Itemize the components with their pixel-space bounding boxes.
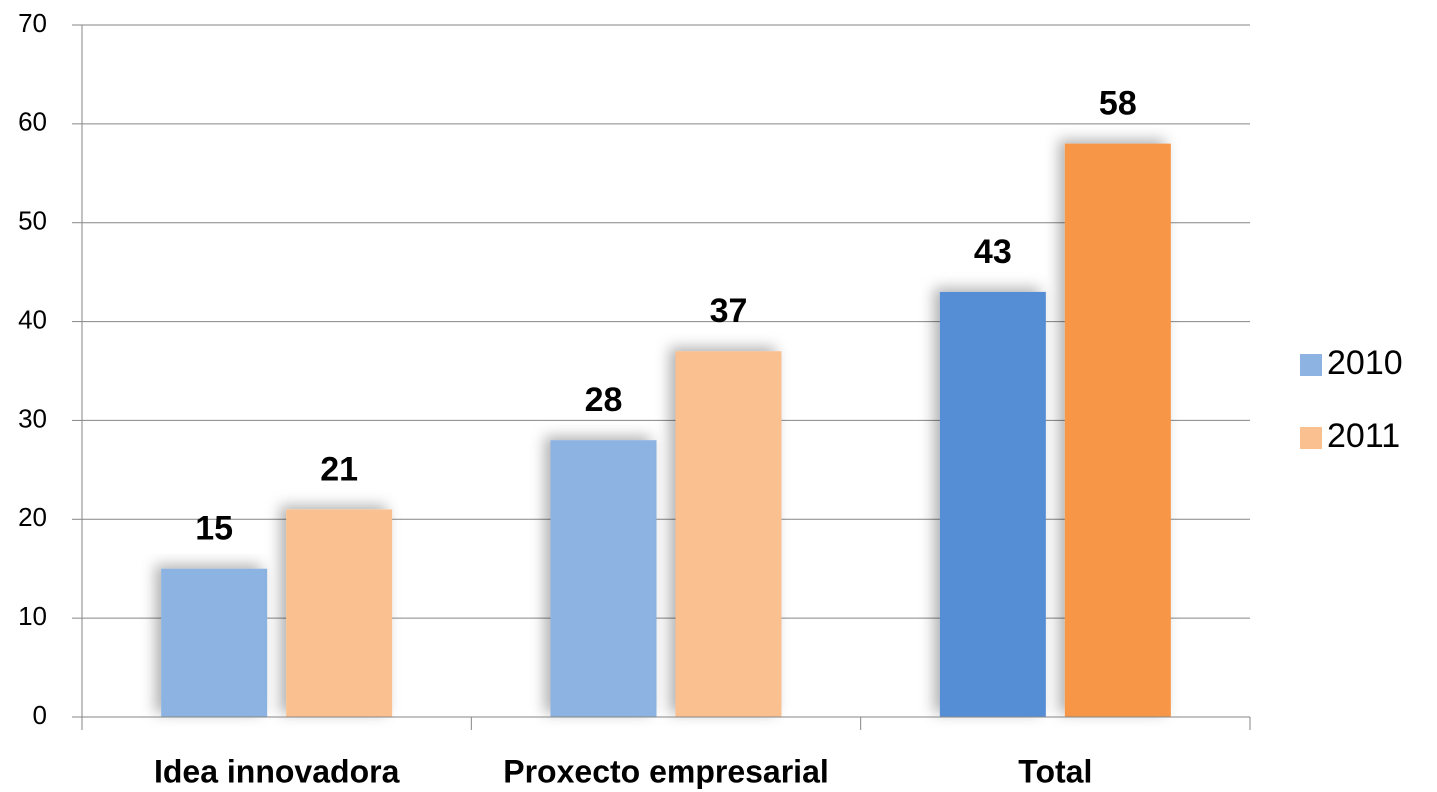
- y-tick-label: 20: [18, 502, 47, 532]
- bar: [939, 291, 1046, 717]
- y-tick-label: 60: [18, 107, 47, 137]
- x-tick-label: Idea innovadora: [154, 753, 400, 789]
- bar: [286, 509, 393, 717]
- data-label: 21: [320, 450, 358, 488]
- data-label: 43: [974, 233, 1012, 271]
- legend-label: 2010: [1327, 344, 1403, 382]
- y-tick-label: 10: [18, 601, 47, 631]
- data-label: 58: [1099, 85, 1137, 123]
- y-tick-label: 0: [33, 700, 47, 730]
- data-label: 15: [195, 510, 233, 548]
- legend-swatch: [1300, 427, 1322, 449]
- x-tick-label: Total: [1018, 753, 1092, 789]
- data-label: 37: [710, 292, 748, 330]
- x-tick-label: Proxecto empresarial: [503, 753, 829, 789]
- legend-label: 2011: [1327, 417, 1400, 455]
- y-tick-label: 30: [18, 403, 47, 433]
- legend-swatch: [1300, 354, 1322, 376]
- y-tick-label: 40: [18, 304, 47, 334]
- data-label: 28: [585, 381, 623, 419]
- y-tick-label: 50: [18, 206, 47, 236]
- y-tick-label: 70: [18, 8, 47, 38]
- bar: [1064, 143, 1171, 718]
- bar: [550, 440, 657, 717]
- bar: [161, 568, 268, 717]
- bar: [675, 351, 782, 717]
